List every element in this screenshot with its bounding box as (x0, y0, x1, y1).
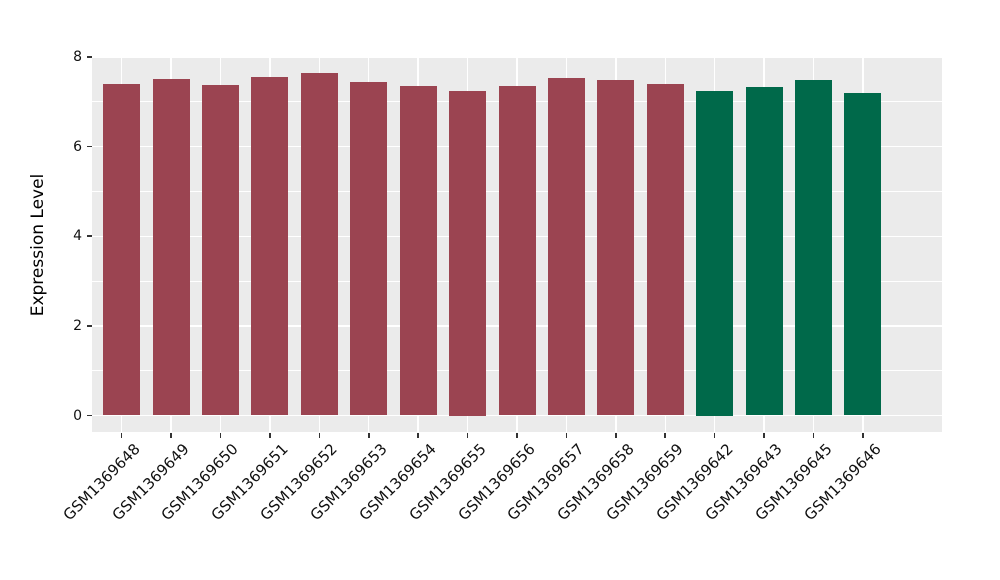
bar (399, 86, 437, 416)
y-tick-label: 4 (73, 228, 82, 245)
bar (300, 73, 338, 416)
x-axis-tick (516, 433, 518, 438)
x-axis-tick (615, 433, 617, 438)
x-axis-tick (812, 433, 815, 438)
x-axis-tick (466, 433, 469, 438)
y-tick-label: 2 (73, 317, 82, 334)
x-axis-tick (713, 433, 716, 438)
x-axis-tick (318, 433, 321, 438)
y-tick-label: 6 (73, 138, 82, 155)
x-axis-tick (862, 433, 864, 438)
bar (251, 77, 289, 416)
bar (201, 85, 239, 416)
y-tick-label: 0 (73, 407, 82, 424)
bar (795, 79, 832, 416)
x-axis-tick (269, 433, 271, 438)
y-axis-tick (87, 56, 92, 58)
y-axis-tick (87, 414, 92, 417)
x-axis-tick (417, 433, 419, 438)
x-axis-tick (664, 433, 667, 438)
plot-panel (92, 56, 942, 432)
bar (152, 78, 190, 416)
bar (745, 87, 783, 416)
y-axis-tick (87, 235, 92, 238)
y-axis-tick (87, 145, 92, 148)
x-axis-tick (763, 433, 765, 438)
bar (696, 90, 734, 416)
bar (844, 93, 882, 416)
bar (597, 79, 635, 416)
y-axis-tick (87, 325, 92, 327)
y-tick-label: 8 (73, 49, 82, 65)
x-axis-tick (367, 433, 370, 438)
bar (350, 82, 388, 416)
bar (103, 83, 141, 416)
x-axis-tick (219, 433, 222, 438)
bar (449, 90, 487, 416)
bar (547, 77, 585, 416)
bar (646, 83, 684, 416)
x-axis-tick (120, 433, 123, 438)
bar (498, 86, 536, 416)
x-axis-tick (565, 433, 568, 438)
x-axis-tick (170, 433, 172, 438)
